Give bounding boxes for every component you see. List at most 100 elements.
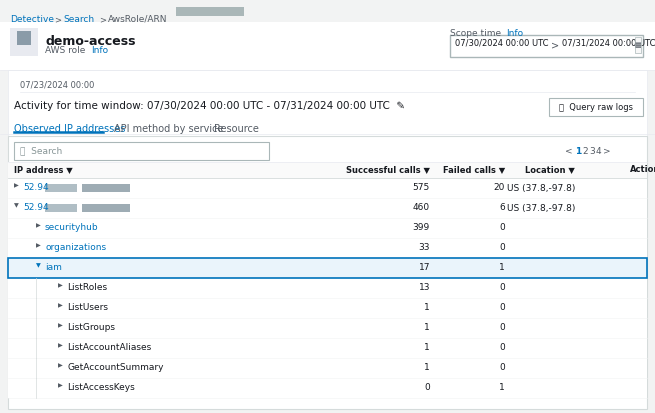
Text: Successful calls ▼: Successful calls ▼ bbox=[346, 165, 430, 174]
Text: >: > bbox=[54, 15, 61, 24]
Bar bbox=[8, 378, 647, 398]
Text: 6: 6 bbox=[499, 204, 505, 213]
Bar bbox=[10, 28, 38, 56]
Text: 1: 1 bbox=[424, 323, 430, 332]
Text: AwsRole/ARN: AwsRole/ARN bbox=[108, 15, 168, 24]
Text: Activity for time window: 07/30/2024 00:00 UTC - 07/31/2024 00:00 UTC  ✎: Activity for time window: 07/30/2024 00:… bbox=[14, 101, 405, 111]
Text: ▼: ▼ bbox=[36, 263, 41, 268]
Text: ▶: ▶ bbox=[58, 343, 63, 348]
Text: 07/31/2024 00:00 UTC: 07/31/2024 00:00 UTC bbox=[562, 39, 655, 48]
Text: Actions: Actions bbox=[630, 165, 655, 174]
Text: 17: 17 bbox=[419, 263, 430, 273]
Text: ListAccountAliases: ListAccountAliases bbox=[67, 344, 151, 353]
Text: 0: 0 bbox=[499, 283, 505, 292]
Bar bbox=[14, 142, 269, 160]
Bar bbox=[8, 338, 647, 358]
Text: 0: 0 bbox=[424, 384, 430, 392]
Bar bbox=[8, 198, 647, 218]
Text: 1: 1 bbox=[424, 363, 430, 373]
Text: ▶: ▶ bbox=[14, 183, 19, 188]
Bar bbox=[635, 37, 641, 53]
Text: 3: 3 bbox=[589, 147, 595, 156]
Text: Observed IP addresses: Observed IP addresses bbox=[14, 124, 125, 134]
Text: 52.94: 52.94 bbox=[23, 183, 48, 192]
Text: <: < bbox=[565, 147, 572, 156]
Text: API method by service: API method by service bbox=[114, 124, 223, 134]
Text: 1: 1 bbox=[424, 344, 430, 353]
Text: US (37.8,-97.8): US (37.8,-97.8) bbox=[506, 204, 575, 213]
Text: 1: 1 bbox=[499, 384, 505, 392]
Bar bbox=[8, 70, 647, 405]
Bar bbox=[176, 7, 244, 16]
Bar bbox=[8, 278, 647, 298]
Text: 0: 0 bbox=[499, 223, 505, 233]
Text: ListGroups: ListGroups bbox=[67, 323, 115, 332]
Text: ▶: ▶ bbox=[36, 223, 41, 228]
Text: demo-access: demo-access bbox=[45, 35, 136, 48]
Text: ▼: ▼ bbox=[14, 203, 19, 208]
Text: >: > bbox=[551, 41, 559, 51]
Text: 0: 0 bbox=[499, 323, 505, 332]
Bar bbox=[45, 204, 77, 212]
Text: Info: Info bbox=[91, 46, 108, 55]
Text: 399: 399 bbox=[413, 223, 430, 233]
Text: 575: 575 bbox=[413, 183, 430, 192]
Bar bbox=[549, 98, 643, 116]
Text: 13: 13 bbox=[419, 283, 430, 292]
Text: Search: Search bbox=[63, 15, 94, 24]
Bar bbox=[8, 162, 647, 178]
Bar bbox=[450, 35, 643, 57]
Text: Location ▼: Location ▼ bbox=[525, 165, 575, 174]
Text: IP address ▼: IP address ▼ bbox=[14, 165, 73, 174]
Bar bbox=[8, 318, 647, 338]
Bar bbox=[82, 204, 130, 212]
Bar bbox=[8, 358, 647, 378]
Text: ▶: ▶ bbox=[58, 323, 63, 328]
Bar bbox=[45, 184, 77, 192]
Text: ▶: ▶ bbox=[36, 243, 41, 248]
Bar bbox=[0, 0, 655, 22]
Bar bbox=[8, 136, 647, 409]
Text: 20: 20 bbox=[494, 183, 505, 192]
Text: iam: iam bbox=[45, 263, 62, 273]
Text: ▦: ▦ bbox=[635, 42, 641, 48]
Text: AWS role: AWS role bbox=[45, 46, 88, 55]
Text: Detective: Detective bbox=[10, 15, 54, 24]
Text: GetAccountSummary: GetAccountSummary bbox=[67, 363, 164, 373]
Text: 0: 0 bbox=[499, 344, 505, 353]
Text: 460: 460 bbox=[413, 204, 430, 213]
Bar bbox=[17, 31, 31, 45]
Text: 0: 0 bbox=[499, 363, 505, 373]
Text: 1: 1 bbox=[424, 304, 430, 313]
Text: securityhub: securityhub bbox=[45, 223, 99, 233]
Text: ListRoles: ListRoles bbox=[67, 283, 107, 292]
Text: 07/30/2024 00:00 UTC: 07/30/2024 00:00 UTC bbox=[455, 39, 548, 48]
Text: 1: 1 bbox=[499, 263, 505, 273]
Text: ▶: ▶ bbox=[58, 383, 63, 388]
Text: 0: 0 bbox=[499, 244, 505, 252]
Text: ⌕  Query raw logs: ⌕ Query raw logs bbox=[559, 102, 633, 112]
Text: 1: 1 bbox=[575, 147, 581, 156]
Text: ListAccessKeys: ListAccessKeys bbox=[67, 384, 135, 392]
Text: 07/23/2024 00:00: 07/23/2024 00:00 bbox=[20, 80, 94, 89]
Text: Scope time: Scope time bbox=[450, 29, 507, 38]
Bar bbox=[8, 178, 647, 198]
Bar bbox=[0, 70, 655, 413]
Text: Failed calls ▼: Failed calls ▼ bbox=[443, 165, 505, 174]
Bar bbox=[82, 184, 130, 192]
Text: 52.94: 52.94 bbox=[23, 204, 48, 213]
Text: ▶: ▶ bbox=[58, 283, 63, 288]
Text: Resource: Resource bbox=[214, 124, 259, 134]
Text: >: > bbox=[99, 15, 106, 24]
Text: 2: 2 bbox=[582, 147, 588, 156]
Text: Info: Info bbox=[506, 29, 523, 38]
Text: 4: 4 bbox=[596, 147, 602, 156]
Bar bbox=[0, 22, 655, 70]
Text: ListUsers: ListUsers bbox=[67, 304, 108, 313]
Bar bbox=[8, 298, 647, 318]
Bar bbox=[8, 218, 647, 238]
Text: >: > bbox=[603, 147, 610, 156]
Text: US (37.8,-97.8): US (37.8,-97.8) bbox=[506, 183, 575, 192]
Text: ▶: ▶ bbox=[58, 363, 63, 368]
Text: ▶: ▶ bbox=[58, 303, 63, 308]
